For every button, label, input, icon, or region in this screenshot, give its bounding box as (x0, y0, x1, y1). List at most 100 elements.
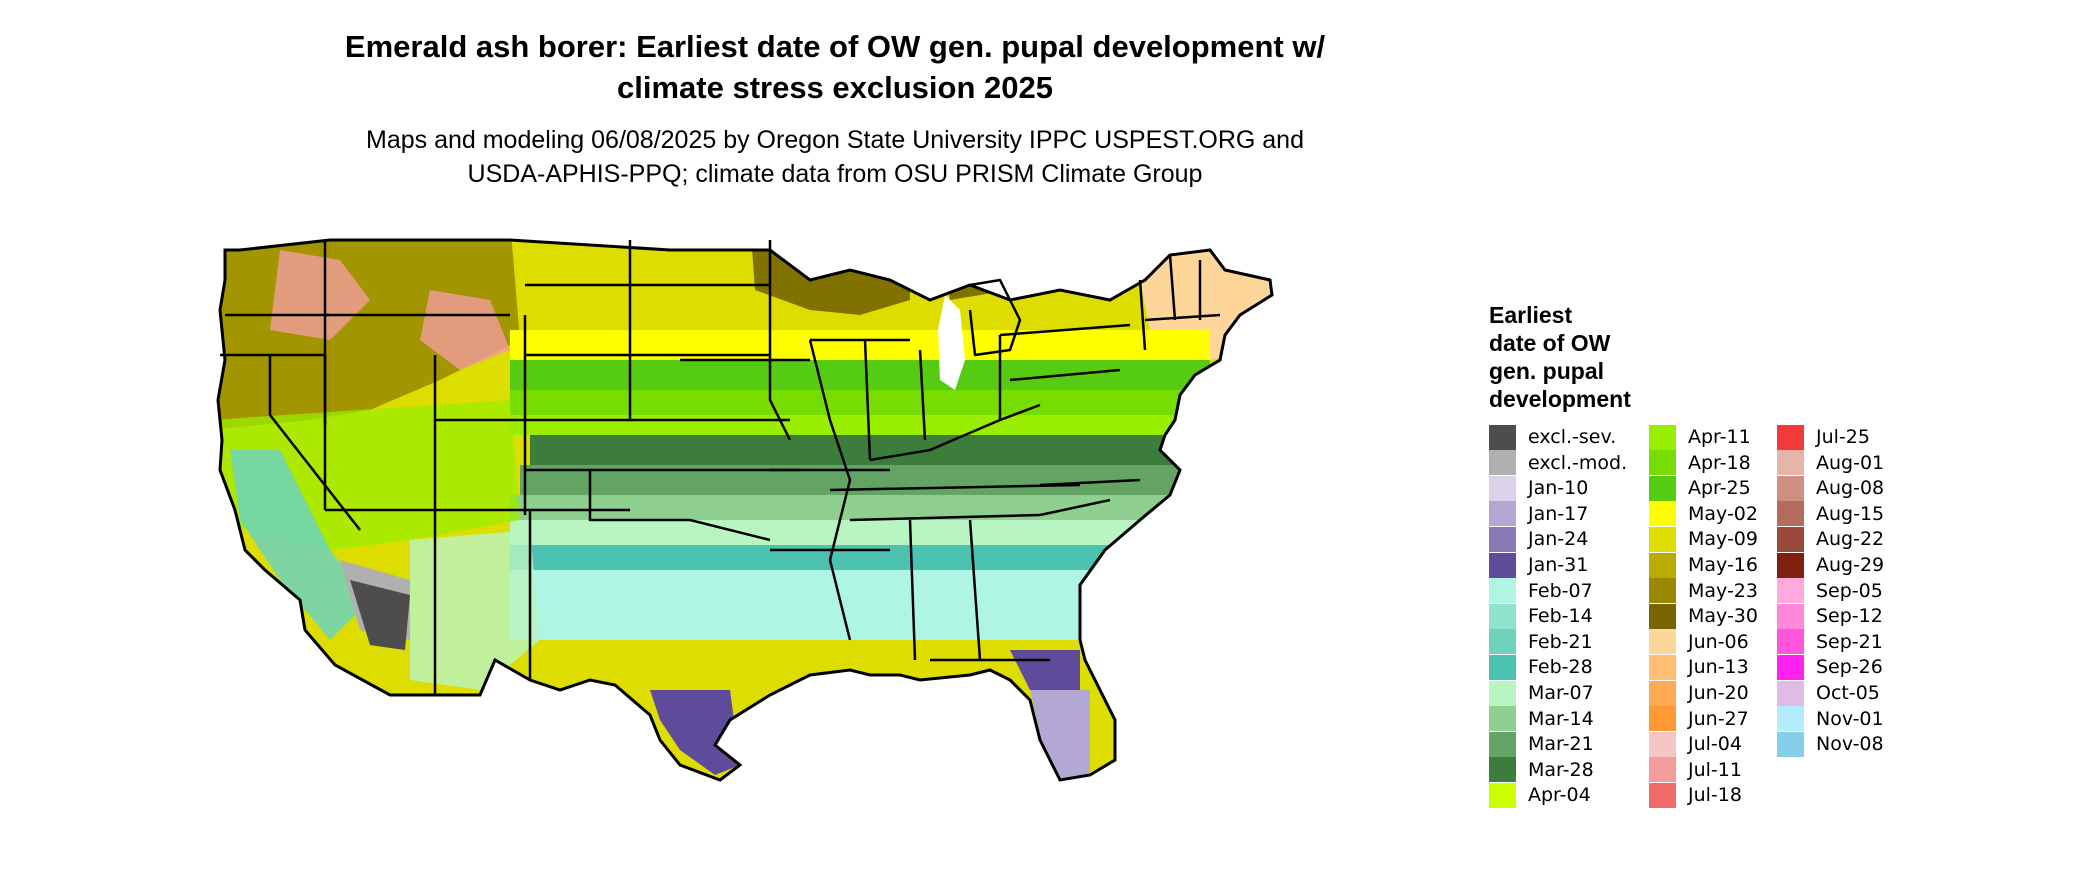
legend-label: Jul-11 (1688, 758, 1742, 781)
map-subtitle-line-1: Maps and modeling 06/08/2025 by Oregon S… (366, 126, 1304, 154)
map-title-line-1: Emerald ash borer: Earliest date of OW g… (344, 29, 1326, 64)
map-band-feb07 (510, 570, 1210, 640)
boundary-ms-al (908, 519, 917, 661)
boundary-al-ga (968, 519, 982, 661)
legend-swatch (1489, 424, 1516, 450)
boundary-tn-row (829, 483, 1081, 492)
legend-label: Mar-14 (1528, 707, 1594, 730)
legend-item: Feb-21 (1489, 629, 1593, 655)
legend-swatch (1649, 782, 1676, 808)
boundary-pa-south (1009, 368, 1121, 382)
boundary-va-nc (1039, 478, 1141, 487)
legend-title-line: development (1489, 386, 1631, 412)
boundary-mississippi-river (808, 339, 852, 641)
legend-item: Jul-25 (1777, 424, 1870, 450)
legend-item: Mar-28 (1489, 757, 1594, 783)
boundary-ok-tx (588, 470, 771, 542)
legend-swatch (1777, 731, 1804, 757)
legend-label: Jun-06 (1688, 630, 1749, 653)
legend-swatch (1777, 578, 1804, 604)
legend-item: Jun-20 (1649, 680, 1749, 706)
legend-swatch (1649, 450, 1676, 476)
legend-item: May-16 (1649, 552, 1758, 578)
legend-label: Feb-07 (1528, 579, 1593, 602)
map-region-texas-coast (650, 690, 740, 775)
map-band-apr18 (510, 390, 1210, 415)
legend-item: Feb-28 (1489, 654, 1593, 680)
legend-swatch (1489, 603, 1516, 629)
legend-swatch (1649, 578, 1676, 604)
legend-swatch (1777, 680, 1804, 706)
map-band-mar21 (520, 465, 1210, 495)
legend-item: Jan-24 (1489, 526, 1588, 552)
legend-label: Aug-08 (1816, 477, 1885, 500)
legend-label: Jan-17 (1528, 502, 1589, 525)
legend-label: Jun-13 (1688, 656, 1749, 679)
map-band-apr25 (510, 360, 1210, 390)
legend-title-line: gen. pupal (1489, 358, 1604, 384)
legend-label: Jan-24 (1528, 528, 1589, 551)
legend-swatch (1777, 501, 1804, 527)
legend-title: Earliest date of OW gen. pupal developme… (1489, 301, 1719, 413)
legend-swatch (1489, 782, 1516, 808)
map-region-desert-excl (350, 580, 410, 650)
map-subtitle-line-2: USDA-APHIS-PPQ; climate data from OSU PR… (467, 160, 1203, 188)
legend-label: May-30 (1688, 605, 1758, 628)
legend-item: excl.-mod. (1489, 450, 1627, 476)
legend-label: May-02 (1688, 502, 1758, 525)
legend-item: Sep-05 (1777, 578, 1883, 604)
legend-label: Jan-10 (1528, 477, 1589, 500)
legend-label: Apr-18 (1688, 451, 1751, 474)
legend-swatch (1777, 450, 1804, 476)
legend-swatch (1489, 552, 1516, 578)
legend-label: Aug-22 (1816, 528, 1885, 551)
legend-label: Feb-21 (1528, 630, 1593, 653)
legend-label: Aug-01 (1816, 451, 1885, 474)
legend-item: Jan-10 (1489, 475, 1588, 501)
legend-swatch (1777, 526, 1804, 552)
map-band-may02 (510, 330, 1210, 360)
legend-label: May-23 (1688, 579, 1758, 602)
legend-label: Jul-18 (1688, 784, 1742, 807)
legend-item: Feb-14 (1489, 603, 1593, 629)
legend-item: Aug-22 (1777, 526, 1884, 552)
legend-item: Nov-01 (1777, 706, 1884, 732)
map-band-mar14 (510, 495, 1210, 520)
map-subtitle: Maps and modeling 06/08/2025 by Oregon S… (200, 123, 1470, 191)
us-outline (216, 238, 1274, 782)
legend-label: Jun-27 (1688, 707, 1749, 730)
boundary-ca-nv-diag (268, 355, 361, 531)
legend-label: May-16 (1688, 554, 1758, 576)
legend-label: Apr-11 (1688, 426, 1751, 448)
legend-label: Jun-20 (1688, 682, 1749, 704)
boundary-tn-south (849, 513, 1041, 522)
legend-item: Apr-11 (1649, 424, 1751, 450)
legend-item: Jan-17 (1489, 501, 1588, 527)
legend-label: Apr-04 (1528, 784, 1591, 807)
legend-swatch (1489, 501, 1516, 527)
map-title: Emerald ash borer: Earliest date of OW g… (200, 26, 1470, 108)
legend-swatch (1649, 526, 1676, 552)
legend-item: Jul-11 (1649, 757, 1742, 783)
legend-swatch (1489, 629, 1516, 655)
legend-swatch (1489, 578, 1516, 604)
legend-label: Sep-12 (1816, 605, 1883, 628)
legend-label: Sep-05 (1816, 579, 1883, 602)
legend-swatch (1649, 501, 1676, 527)
map-band-apr11 (510, 415, 1210, 435)
legend-item: May-23 (1649, 578, 1758, 604)
legend-title-line: date of OW (1489, 330, 1611, 356)
legend-swatch (1649, 603, 1676, 629)
boundary-ohio-river (869, 403, 1041, 462)
legend-label: Oct-05 (1816, 682, 1880, 704)
legend-label: Nov-08 (1816, 733, 1884, 756)
map-band-feb28 (510, 545, 1210, 570)
legend-swatch (1489, 706, 1516, 732)
boundary-ny-east (1138, 279, 1147, 351)
legend-swatch (1489, 680, 1516, 706)
boundary-sc-nc (1039, 498, 1111, 517)
legend-item: Apr-18 (1649, 450, 1751, 476)
legend-item: Sep-12 (1777, 603, 1883, 629)
legend-item: Aug-01 (1777, 450, 1884, 476)
legend-label: excl.-mod. (1528, 451, 1628, 474)
